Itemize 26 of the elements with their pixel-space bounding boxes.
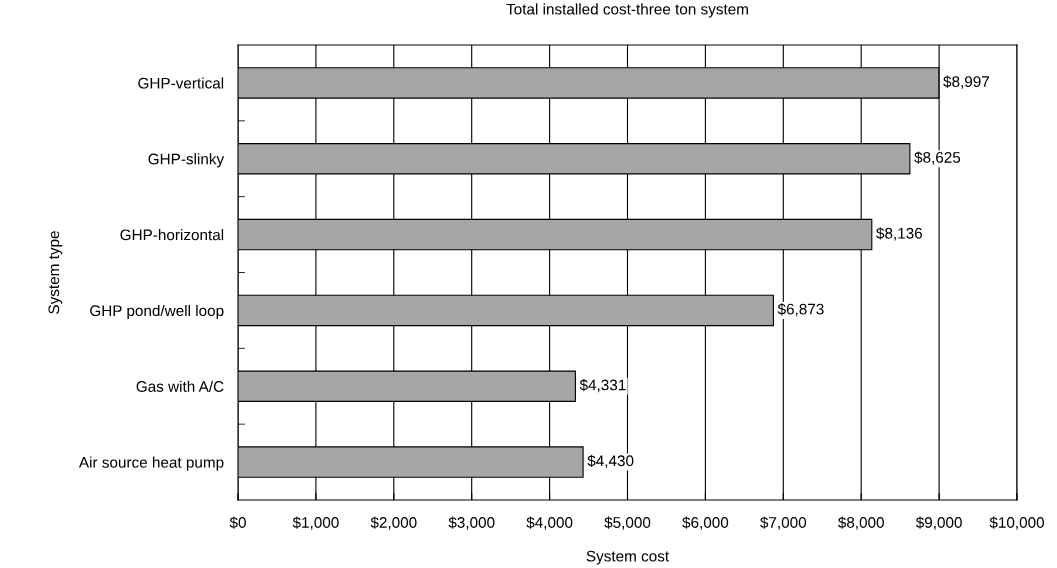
y-tick-label: GHP-vertical bbox=[138, 77, 224, 89]
x-tick-label: $7,000 bbox=[760, 516, 807, 530]
data-label: $8,625 bbox=[914, 151, 961, 165]
x-tick-label: $2,000 bbox=[370, 516, 417, 530]
x-tick-label: $8,000 bbox=[838, 516, 884, 530]
y-tick-label: GHP-slinky bbox=[148, 153, 225, 168]
x-tick-label: $6,000 bbox=[682, 516, 729, 530]
x-axis-title: System cost bbox=[586, 550, 669, 565]
x-tick-label: $9,000 bbox=[915, 516, 962, 530]
x-tick-label: $5,000 bbox=[604, 516, 651, 530]
x-tick-label: $3,000 bbox=[448, 516, 495, 530]
data-label: $8,136 bbox=[876, 227, 923, 241]
y-tick-label: Air source heat pump bbox=[78, 456, 224, 471]
y-tick-label: GHP-horizontal bbox=[120, 229, 224, 241]
x-tick-label: $0 bbox=[229, 516, 246, 529]
y-tick-label: Gas with A/C bbox=[136, 380, 224, 392]
data-label: $8,997 bbox=[943, 75, 989, 89]
data-label: $4,331 bbox=[579, 378, 626, 393]
y-axis-title: System type bbox=[48, 231, 63, 314]
y-tick-label: GHP pond/well loop bbox=[90, 304, 224, 320]
data-label: $6,873 bbox=[777, 303, 824, 317]
x-tick-label: $4,000 bbox=[526, 516, 573, 530]
x-tick-label: $10,000 bbox=[989, 516, 1045, 530]
data-label: $4,430 bbox=[587, 454, 634, 468]
x-tick-label: $1,000 bbox=[292, 516, 339, 530]
chart-title: Total installed cost-three ton system bbox=[506, 3, 748, 18]
